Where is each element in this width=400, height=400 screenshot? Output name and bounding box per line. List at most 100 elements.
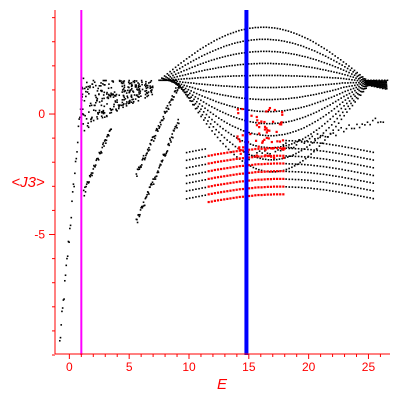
scatter-point — [325, 129, 328, 132]
scatter-point — [97, 113, 99, 115]
scatter-point — [281, 110, 283, 112]
scatter-point — [347, 169, 350, 172]
scatter-point — [61, 307, 64, 309]
scatter-point — [304, 36, 306, 39]
scatter-point — [241, 74, 243, 77]
scatter-point — [124, 90, 127, 92]
scatter-point — [286, 156, 289, 158]
scatter-point — [347, 82, 349, 84]
scatter-point — [235, 117, 238, 119]
scatter-point — [251, 163, 254, 167]
scatter-point — [132, 102, 134, 104]
scatter-point — [151, 93, 154, 96]
scatter-point — [260, 74, 262, 77]
scatter-point — [347, 97, 349, 99]
scatter-point — [321, 134, 324, 137]
scatter-point — [235, 75, 238, 77]
scatter-point — [173, 130, 175, 132]
scatter-point — [303, 142, 306, 144]
scatter-point — [128, 91, 130, 94]
scatter-point — [326, 62, 328, 65]
scatter-point — [81, 93, 84, 96]
scatter-point — [133, 79, 136, 82]
scatter-point — [238, 96, 241, 99]
scatter-point — [341, 191, 343, 194]
scatter-point — [304, 179, 306, 181]
scatter-point — [141, 206, 144, 209]
scatter-point — [315, 76, 317, 78]
scatter-point — [75, 157, 78, 160]
scatter-point — [322, 132, 325, 134]
scatter-point — [107, 87, 110, 90]
scatter-point — [160, 123, 162, 126]
scatter-point — [328, 143, 331, 146]
scatter-point — [275, 134, 278, 137]
scatter-point — [91, 83, 94, 85]
scatter-point — [368, 79, 371, 82]
scatter-point — [310, 141, 312, 143]
scatter-point — [344, 153, 347, 156]
scatter-point — [288, 170, 291, 173]
scatter-point — [259, 134, 261, 136]
scatter-point — [136, 94, 138, 96]
scatter-point — [268, 129, 271, 132]
scatter-point — [135, 173, 138, 175]
scatter-point — [322, 115, 325, 118]
scatter-point — [278, 63, 280, 65]
scatter-point — [385, 80, 387, 82]
scatter-point — [293, 32, 295, 34]
scatter-point — [276, 170, 279, 173]
scatter-point — [219, 75, 221, 78]
scatter-point — [372, 85, 374, 87]
scatter-point — [253, 110, 256, 112]
scatter-point — [118, 94, 121, 97]
scatter-point — [270, 140, 273, 144]
scatter-point — [380, 86, 383, 89]
scatter-point — [172, 81, 175, 84]
scatter-point — [156, 171, 159, 174]
scatter-point — [154, 178, 157, 180]
scatter-point — [348, 100, 351, 102]
scatter-point — [366, 150, 368, 152]
scatter-point — [178, 67, 181, 70]
scatter-point — [148, 82, 150, 84]
scatter-point — [109, 112, 111, 114]
scatter-point — [60, 324, 63, 326]
scatter-point — [219, 139, 222, 142]
scatter-point — [385, 86, 388, 88]
scatter-point — [238, 140, 242, 143]
scatter-point — [241, 172, 244, 175]
scatter-point — [216, 75, 218, 78]
scatter-point — [267, 110, 270, 113]
scatter-point — [328, 189, 331, 192]
scatter-point — [373, 83, 376, 86]
scatter-point — [207, 170, 210, 173]
scatter-point — [254, 163, 257, 166]
scatter-point — [223, 103, 225, 105]
scatter-point — [371, 79, 374, 82]
scatter-point — [242, 63, 244, 66]
scatter-point — [103, 79, 106, 82]
scatter-point — [166, 151, 168, 153]
scatter-point — [174, 73, 177, 76]
scatter-point — [86, 91, 89, 93]
scatter-point — [136, 88, 138, 91]
scatter-point — [275, 158, 278, 161]
scatter-point — [380, 85, 382, 87]
scatter-point — [239, 107, 242, 110]
scatter-point — [270, 159, 272, 161]
scatter-point — [178, 83, 180, 86]
scatter-point — [123, 96, 126, 99]
scatter-point — [192, 150, 194, 153]
scatter-point — [340, 118, 343, 121]
scatter-point — [254, 186, 257, 189]
scatter-point — [189, 61, 192, 63]
scatter-point — [323, 47, 325, 50]
scatter-point — [382, 80, 385, 82]
scatter-point — [298, 75, 301, 77]
scatter-point — [172, 136, 174, 139]
scatter-point — [238, 118, 241, 120]
scatter-point — [188, 158, 191, 161]
scatter-point — [332, 89, 334, 92]
scatter-point — [76, 141, 79, 144]
